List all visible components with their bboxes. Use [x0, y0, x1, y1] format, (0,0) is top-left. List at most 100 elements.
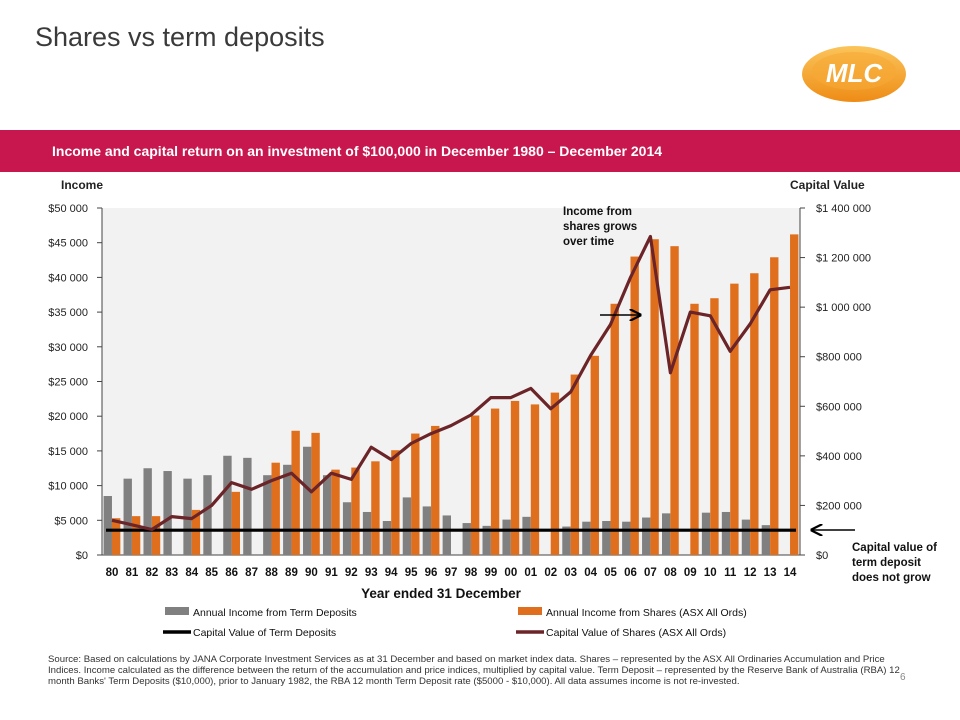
annotation-income-grows: Income from shares grows over time — [563, 205, 637, 250]
shares-income-bar — [750, 273, 759, 555]
left-axis-tick-label: $35 000 — [48, 307, 88, 319]
annotation-line: shares grows — [563, 221, 638, 233]
term-deposit-income-bar — [462, 523, 471, 555]
term-deposit-income-bar — [163, 471, 172, 555]
term-deposit-income-bar — [602, 520, 611, 555]
shares-income-bar — [590, 355, 599, 555]
shares-income-bar — [510, 400, 520, 555]
term-deposit-income-bar — [322, 475, 332, 555]
term-deposit-income-bar — [263, 475, 272, 555]
annotation-line: over time — [563, 236, 615, 248]
x-axis-tick-label: 83 — [165, 567, 178, 579]
shares-income-bar — [650, 239, 659, 556]
banner-text: Income and capital return on an investme… — [52, 143, 663, 159]
term-deposit-income-bar — [103, 496, 112, 555]
right-axis-tick-label: $1 400 000 — [816, 203, 871, 215]
x-axis-tick-label: 13 — [764, 567, 777, 579]
legend-swatch — [165, 607, 189, 615]
legend-label: Capital Value of Term Deposits — [193, 627, 336, 639]
x-axis-tick-label: 03 — [564, 567, 577, 579]
x-axis-tick-label: 80 — [106, 567, 119, 579]
shares-income-bar — [371, 461, 380, 555]
right-axis-tick-label: $400 000 — [816, 451, 862, 463]
x-axis-tick-label: 82 — [145, 567, 158, 579]
left-axis-tick-label: $5 000 — [54, 515, 88, 527]
logo-text: MLC — [826, 58, 884, 88]
shares-income-bar — [431, 425, 440, 555]
term-deposit-income-bar — [402, 497, 412, 555]
shares-income-bar — [111, 518, 121, 555]
shares-income-bar — [151, 516, 161, 555]
legend-label: Capital Value of Shares (ASX All Ords) — [546, 627, 726, 639]
shares-income-bar — [550, 392, 560, 555]
right-axis-tick-label: $200 000 — [816, 500, 862, 512]
shares-income-bar — [470, 415, 480, 555]
left-axis-tick-label: $45 000 — [48, 238, 88, 250]
term-deposit-income-bar — [223, 455, 232, 555]
left-axis-tick-label: $25 000 — [48, 377, 88, 389]
x-axis-tick-label: 02 — [544, 567, 557, 579]
x-axis-tick-label: 94 — [385, 567, 398, 579]
term-deposit-income-bar — [362, 511, 372, 555]
term-deposit-income-bar — [701, 512, 711, 555]
left-axis-tick-label: $15 000 — [48, 446, 88, 458]
shares-income-bar — [391, 450, 400, 555]
term-deposit-income-bar — [123, 478, 132, 555]
x-axis-tick-label: 86 — [225, 567, 238, 579]
right-axis-tick-label: $1 000 000 — [816, 302, 871, 314]
shares-income-bar — [710, 298, 719, 555]
shares-income-bar — [291, 430, 300, 555]
term-deposit-income-bar — [243, 457, 252, 555]
x-axis-tick-label: 10 — [704, 567, 717, 579]
shares-income-bar — [790, 234, 799, 555]
shares-income-bar — [411, 433, 420, 555]
term-deposit-income-bar — [582, 521, 591, 555]
x-axis-tick-label: 01 — [524, 567, 537, 579]
right-axis-tick-label: $1 200 000 — [816, 253, 871, 265]
left-axis-tick-label: $20 000 — [48, 411, 88, 423]
left-axis-tick-label: $40 000 — [48, 272, 88, 284]
shares-income-bar — [131, 516, 141, 555]
right-axis-title: Capital Value — [790, 178, 865, 192]
x-axis-tick-label: 95 — [405, 567, 418, 579]
term-deposit-income-bar — [203, 475, 212, 555]
left-axis-tick-label: $10 000 — [48, 481, 88, 493]
annotation-line: Income from — [563, 206, 633, 218]
annotation-line: term deposit — [852, 557, 922, 569]
x-axis-tick-label: 88 — [265, 567, 278, 579]
x-axis-tick-label: 91 — [325, 567, 338, 579]
page-title: Shares vs term deposits — [35, 22, 325, 52]
term-deposit-income-bar — [642, 517, 651, 555]
term-deposit-income-bar — [482, 525, 491, 555]
shares-income-bar — [530, 404, 540, 555]
left-axis-tick-label: $50 000 — [48, 203, 88, 215]
legend-label: Annual Income from Term Deposits — [193, 607, 357, 619]
term-deposit-income-bar — [761, 525, 771, 555]
shares-income-bar — [311, 432, 320, 555]
left-axis-tick-label: $0 — [76, 550, 88, 562]
right-axis-tick-label: $800 000 — [816, 352, 862, 364]
x-axis-tick-label: 11 — [724, 567, 737, 579]
shares-income-bar — [670, 246, 679, 556]
source-note: Source: Based on calculations by JANA Co… — [48, 654, 900, 688]
term-deposit-income-bar — [661, 513, 671, 555]
x-axis-tick-label: 06 — [624, 567, 637, 579]
shares-income-bar — [610, 303, 619, 555]
term-deposit-income-bar — [562, 526, 571, 555]
annotation-line: does not grow — [852, 572, 931, 584]
term-deposit-income-bar — [382, 520, 392, 555]
term-deposit-income-bar — [741, 519, 751, 555]
x-axis-tick-label: 99 — [484, 567, 497, 579]
annotation-term-deposit: Capital value of term deposit does not g… — [852, 541, 937, 586]
shares-income-bar — [331, 469, 340, 555]
shares-income-bar — [730, 283, 739, 555]
shares-income-bar — [630, 256, 639, 555]
x-axis-tick-label: 87 — [245, 567, 258, 579]
shares-income-bar — [191, 509, 201, 555]
x-axis-tick-label: 93 — [365, 567, 378, 579]
annotation-line: Capital value of — [852, 542, 937, 554]
shares-income-bar — [351, 467, 360, 555]
x-axis-tick-label: 14 — [784, 567, 797, 579]
term-deposit-income-bar — [522, 516, 531, 555]
